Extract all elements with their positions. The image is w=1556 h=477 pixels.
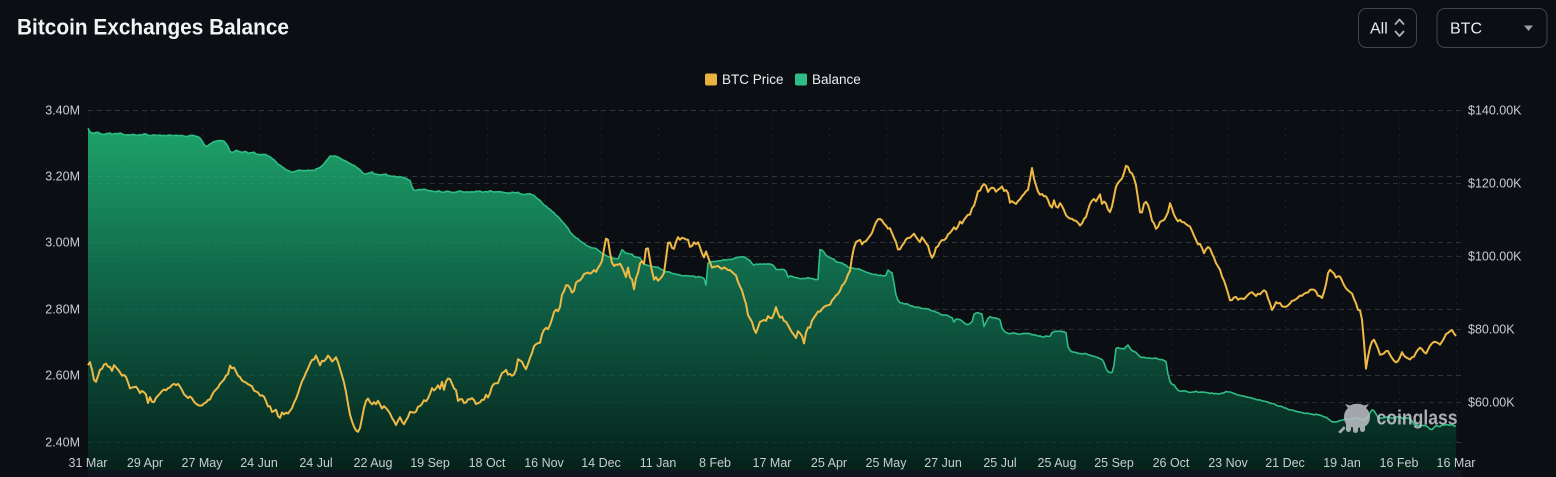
svg-text:27 Jun: 27 Jun: [924, 456, 962, 470]
svg-text:31 Mar: 31 Mar: [69, 456, 108, 470]
svg-text:$120.00K: $120.00K: [1468, 177, 1522, 191]
svg-text:16 Mar: 16 Mar: [1437, 456, 1476, 470]
svg-text:All: All: [1370, 21, 1388, 38]
svg-text:17 Mar: 17 Mar: [753, 456, 792, 470]
svg-text:$60.00K: $60.00K: [1468, 396, 1515, 410]
svg-text:2.40M: 2.40M: [45, 436, 80, 450]
svg-text:11 Jan: 11 Jan: [640, 456, 677, 470]
svg-text:18 Oct: 18 Oct: [469, 456, 506, 470]
svg-text:23 Nov: 23 Nov: [1208, 456, 1248, 470]
svg-text:BTC Price: BTC Price: [722, 72, 784, 87]
svg-text:$140.00K: $140.00K: [1468, 104, 1522, 118]
svg-text:3.40M: 3.40M: [45, 104, 80, 118]
svg-text:14 Dec: 14 Dec: [581, 456, 621, 470]
svg-text:$100.00K: $100.00K: [1468, 250, 1522, 264]
svg-text:coinglass: coinglass: [1377, 408, 1458, 430]
svg-text:25 Aug: 25 Aug: [1038, 456, 1077, 470]
svg-text:24 Jun: 24 Jun: [240, 456, 278, 470]
svg-text:Bitcoin Exchanges Balance: Bitcoin Exchanges Balance: [17, 15, 289, 40]
svg-text:19 Jan: 19 Jan: [1323, 456, 1361, 470]
svg-text:21 Dec: 21 Dec: [1265, 456, 1305, 470]
svg-text:3.20M: 3.20M: [45, 170, 80, 184]
svg-text:16 Nov: 16 Nov: [524, 456, 564, 470]
svg-text:16 Feb: 16 Feb: [1380, 456, 1419, 470]
svg-text:8 Feb: 8 Feb: [699, 456, 731, 470]
svg-text:3.00M: 3.00M: [45, 236, 80, 250]
svg-text:25 Sep: 25 Sep: [1094, 456, 1134, 470]
svg-text:25 Apr: 25 Apr: [811, 456, 847, 470]
svg-text:25 May: 25 May: [866, 456, 908, 470]
svg-text:BTC: BTC: [1450, 21, 1482, 38]
svg-text:29 Apr: 29 Apr: [127, 456, 163, 470]
svg-text:22 Aug: 22 Aug: [354, 456, 393, 470]
svg-text:$80.00K: $80.00K: [1468, 323, 1515, 337]
svg-text:27 May: 27 May: [182, 456, 224, 470]
svg-text:2.60M: 2.60M: [45, 369, 80, 383]
svg-text:2.80M: 2.80M: [45, 303, 80, 317]
svg-text:Balance: Balance: [812, 72, 861, 87]
svg-text:24 Jul: 24 Jul: [299, 456, 332, 470]
svg-text:26 Oct: 26 Oct: [1153, 456, 1190, 470]
svg-text:19 Sep: 19 Sep: [410, 456, 450, 470]
svg-text:25 Jul: 25 Jul: [983, 456, 1016, 470]
